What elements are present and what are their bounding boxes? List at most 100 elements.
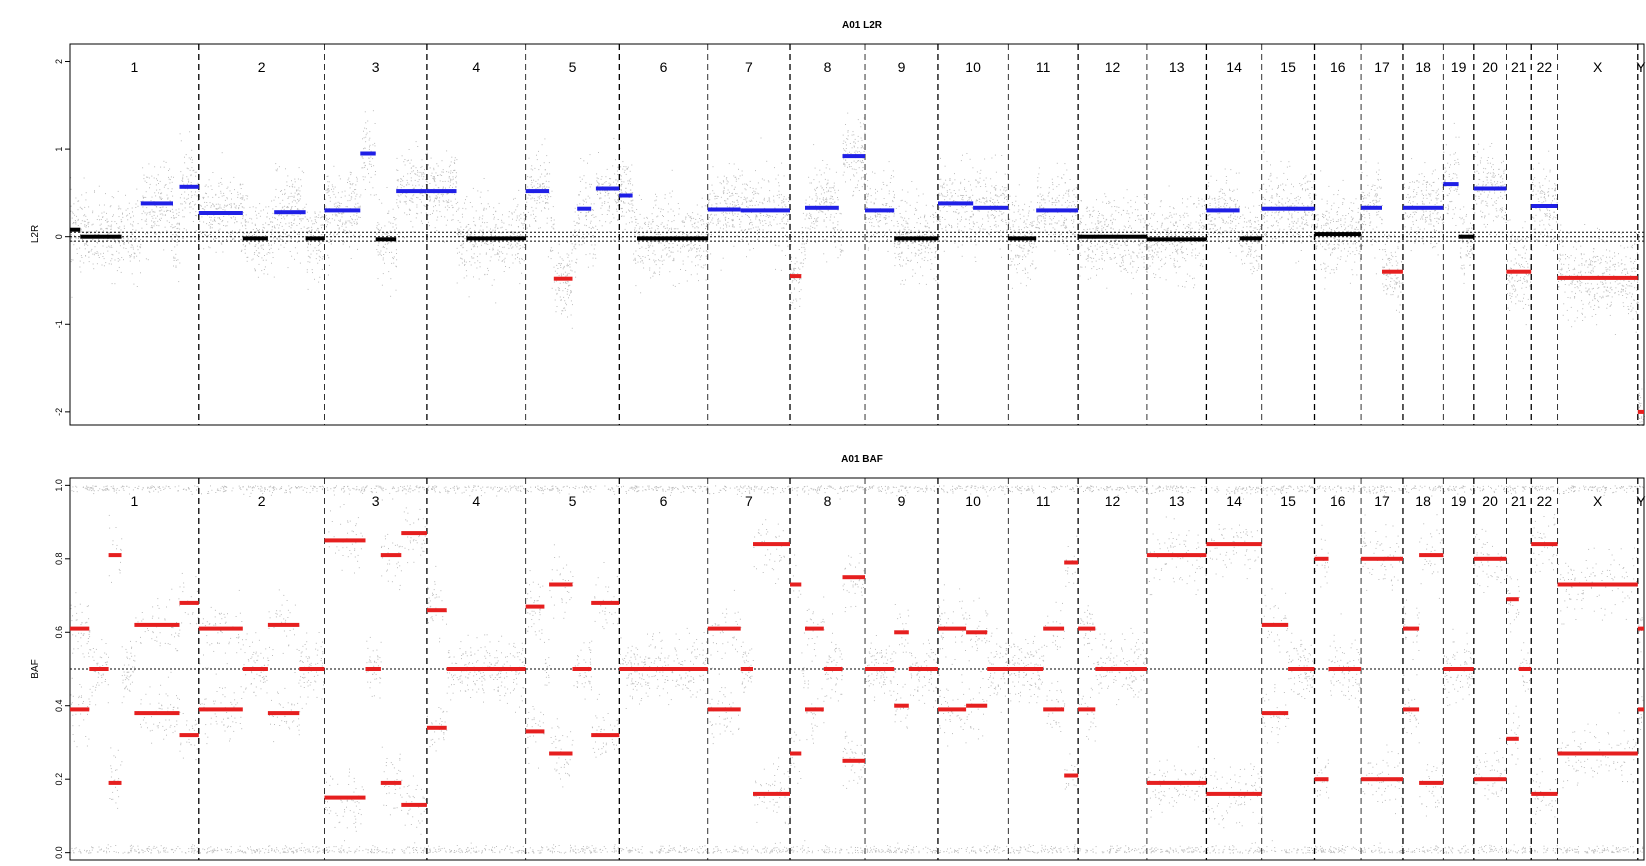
baf-segment-47-0 [1443, 667, 1474, 671]
baf-segment-16-0 [549, 751, 573, 756]
l2r-panel: A01 L2R L2R 1 2 3 4 5 6 7 8 9 10 11 12 13 14 15 16 17 18 1… [30, 20, 1646, 426]
l2r-y-tick-label-1: 1 [54, 147, 64, 152]
l2r-segment-23-0 [805, 205, 839, 210]
l2r-segment-40-0 [1443, 182, 1459, 187]
baf-segment-27-0 [865, 667, 895, 671]
baf-segment-19-0 [619, 667, 708, 671]
baf-segment-0-0 [70, 707, 90, 712]
baf-chromosome-label-1: 1 [131, 493, 139, 509]
baf-segment-24-0 [805, 707, 824, 712]
baf-segment-43-0 [1328, 667, 1362, 671]
baf-segment-25-0 [823, 667, 843, 671]
l2r-segment-32-0 [1146, 237, 1207, 242]
baf-segment-2-1 [108, 553, 122, 558]
l2r-segment-6-0 [274, 210, 306, 215]
baf-segment-41-0 [1288, 667, 1315, 671]
baf-segment-31-1 [966, 630, 988, 635]
l2r-segment-1-0 [80, 234, 122, 239]
baf-segment-22-0 [753, 791, 790, 796]
l2r-segment-37-0 [1361, 205, 1382, 210]
l2r-segment-46-0 [1637, 409, 1644, 414]
baf-chromosome-label-21: 21 [1511, 493, 1527, 509]
l2r-segment-16-0 [577, 206, 592, 211]
baf-chromosome-label-2: 2 [258, 493, 266, 509]
baf-segment-46-1 [1419, 553, 1444, 558]
l2r-segment-21-0 [740, 208, 790, 213]
baf-segment-48-0 [1473, 777, 1507, 782]
l2r-segment-42-0 [1473, 186, 1507, 191]
baf-segment-12-1 [401, 531, 427, 536]
baf-chromosome-label-9: 9 [898, 493, 906, 509]
l2r-segment-5-0 [242, 236, 268, 241]
l2r-chromosome-label-20: 20 [1482, 59, 1498, 75]
baf-segment-1-0 [89, 667, 109, 671]
baf-segment-44-1 [1361, 556, 1403, 561]
l2r-segment-43-0 [1506, 269, 1532, 274]
baf-panel: A01 BAF BAF 1 2 3 4 5 6 7 8 9 10 11 12 13 14 15 16 17 18 1… [30, 454, 1646, 861]
baf-segment-35-1 [1064, 560, 1079, 565]
l2r-chromosome-label-19: 19 [1451, 59, 1467, 75]
baf-segment-5-0 [198, 707, 243, 712]
l2r-segment-8-0 [324, 208, 361, 213]
l2r-chromosome-label-15: 15 [1280, 59, 1296, 75]
l2r-segment-4-0 [198, 211, 243, 215]
l2r-chromosome-label-X: X [1593, 59, 1603, 75]
l2r-chromosome-label-22: 22 [1537, 59, 1553, 75]
baf-chromosome-label-8: 8 [824, 493, 832, 509]
baf-segment-36-0 [1078, 707, 1096, 712]
l2r-segment-15-0 [553, 276, 573, 281]
baf-segment-49-1 [1506, 597, 1519, 602]
baf-segment-7-0 [267, 711, 300, 716]
baf-segment-38-1 [1146, 553, 1207, 558]
l2r-segment-24-0 [842, 154, 865, 159]
baf-segment-51-0 [1531, 791, 1558, 796]
l2r-segment-3-0 [179, 184, 199, 189]
baf-segment-15-1 [525, 604, 545, 609]
baf-segment-14-0 [446, 667, 526, 671]
baf-segment-45-0 [1403, 707, 1420, 712]
baf-chromosome-label-7: 7 [745, 493, 753, 509]
baf-segment-40-1 [1261, 622, 1289, 627]
baf-segment-42-0 [1314, 777, 1329, 782]
baf-segment-37-0 [1095, 667, 1147, 671]
l2r-segment-38-0 [1382, 269, 1403, 274]
baf-chromosome-label-20: 20 [1482, 493, 1498, 509]
baf-segment-0-1 [70, 626, 90, 631]
baf-segment-3-0 [134, 711, 180, 716]
l2r-segment-9-0 [360, 151, 376, 156]
baf-segment-51-1 [1531, 542, 1558, 547]
baf-chromosome-label-19: 19 [1451, 493, 1467, 509]
l2r-plot-frame [69, 43, 1645, 426]
baf-chromosome-label-Y: Y [1636, 493, 1646, 509]
baf-segment-18-0 [591, 733, 620, 738]
baf-chromosome-label-10: 10 [965, 493, 981, 509]
baf-segment-26-1 [842, 575, 865, 580]
baf-segment-50-0 [1518, 667, 1532, 671]
baf-chromosome-label-16: 16 [1330, 493, 1346, 509]
l2r-segment-39-0 [1403, 205, 1444, 210]
baf-segment-10-0 [365, 667, 381, 671]
baf-segment-31-0 [966, 703, 988, 708]
baf-segment-24-1 [805, 626, 824, 631]
baf-chromosome-label-12: 12 [1105, 493, 1121, 509]
baf-chromosome-label-5: 5 [569, 493, 577, 509]
baf-segment-36-1 [1078, 626, 1096, 631]
baf-segment-45-1 [1403, 626, 1420, 631]
baf-segment-42-1 [1314, 556, 1329, 561]
baf-segment-34-1 [1043, 626, 1065, 631]
l2r-segment-29-0 [1008, 236, 1037, 241]
baf-segment-38-0 [1146, 780, 1207, 785]
l2r-segment-45-0 [1557, 275, 1638, 280]
l2r-segment-20-0 [707, 207, 741, 212]
l2r-segment-7-0 [305, 236, 325, 241]
baf-segment-20-1 [707, 626, 741, 631]
baf-segment-23-0 [790, 751, 802, 756]
baf-segment-39-0 [1206, 791, 1262, 796]
l2r-chromosome-label-11: 11 [1036, 59, 1051, 75]
baf-y-tick-label-3: 0.4 [54, 699, 64, 712]
l2r-segment-36-0 [1314, 232, 1362, 237]
l2r-segment-18-0 [619, 193, 633, 198]
l2r-chromosome-label-12: 12 [1105, 59, 1121, 75]
l2r-chromosome-label-2: 2 [258, 59, 266, 75]
